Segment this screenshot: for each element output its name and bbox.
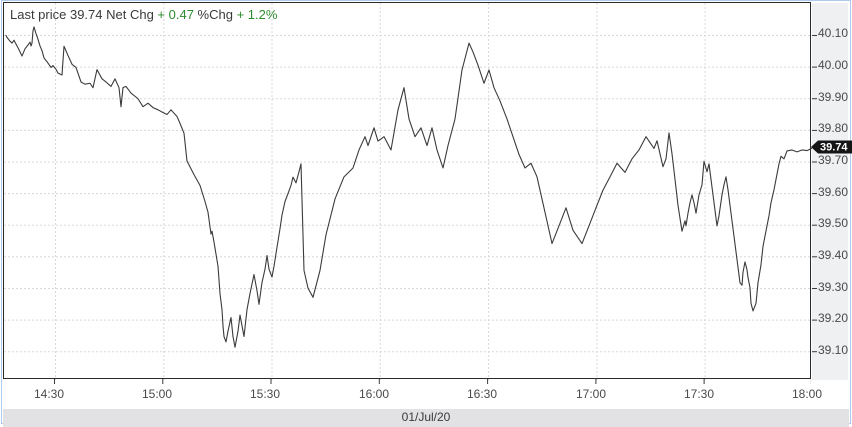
svg-text:39.74: 39.74 bbox=[820, 142, 848, 154]
